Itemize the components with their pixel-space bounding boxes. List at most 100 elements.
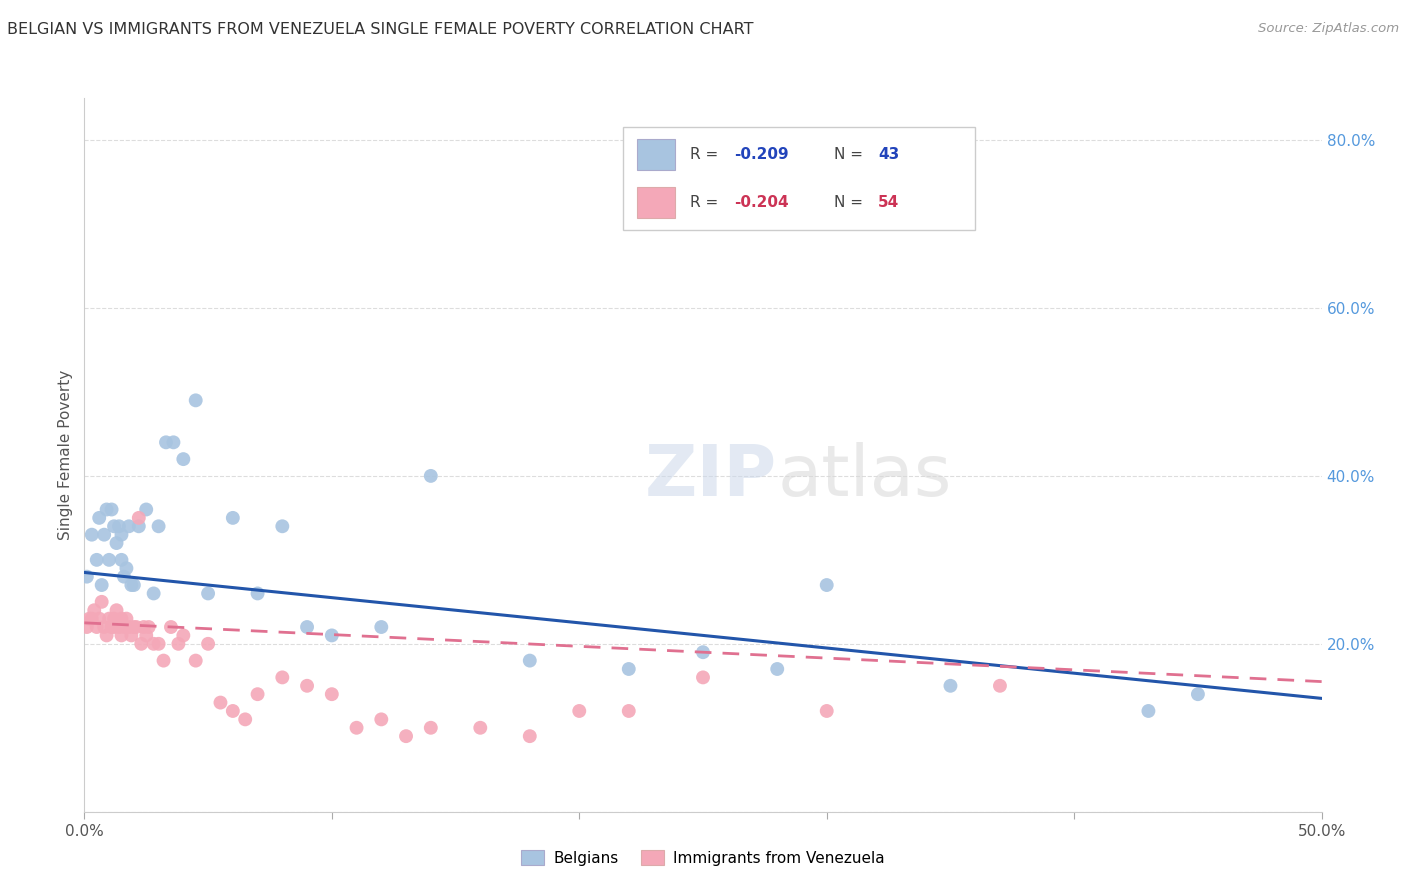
Point [395,729,418,743]
Point [110,612,132,626]
Point [1187,687,1209,701]
Text: BELGIAN VS IMMIGRANTS FROM VENEZUELA SINGLE FEMALE POVERTY CORRELATION CHART: BELGIAN VS IMMIGRANTS FROM VENEZUELA SIN… [7,22,754,37]
Point [103,612,125,626]
Point [692,670,714,684]
Point [148,637,170,651]
Point [370,712,392,726]
Point [142,586,165,600]
Point [152,654,174,668]
Point [108,519,131,533]
Point [766,662,789,676]
Point [148,519,170,533]
Point [815,704,838,718]
Text: Source: ZipAtlas.com: Source: ZipAtlas.com [1258,22,1399,36]
Point [80,527,103,541]
Legend: Belgians, Immigrants from Venezuela: Belgians, Immigrants from Venezuela [515,844,891,871]
Point [155,435,177,450]
Point [132,620,155,634]
Point [197,586,219,600]
Point [96,502,118,516]
Point [197,637,219,651]
Point [89,612,111,626]
Point [222,704,245,718]
Point [98,612,121,626]
Point [295,620,318,634]
Point [110,527,132,541]
Point [939,679,962,693]
Point [519,729,541,743]
Point [184,393,207,408]
Point [271,670,294,684]
Point [222,511,245,525]
Y-axis label: Single Female Poverty: Single Female Poverty [58,370,73,540]
Point [105,536,128,550]
Point [118,519,141,533]
Point [184,654,207,668]
Point [108,620,131,634]
Point [122,620,145,634]
Point [86,553,108,567]
Point [83,603,105,617]
Point [419,721,441,735]
Point [233,712,256,726]
Point [142,637,165,651]
Point [346,721,368,735]
Point [115,612,138,626]
Point [568,704,591,718]
Point [80,612,103,626]
Point [246,586,269,600]
Point [321,628,343,642]
Point [112,620,135,634]
Point [125,620,148,634]
Point [76,569,98,583]
Point [120,628,142,642]
Point [86,620,108,634]
Point [89,511,111,525]
Point [100,620,122,634]
Point [519,654,541,668]
Point [79,612,101,626]
Point [692,645,714,659]
Point [103,620,125,634]
Point [135,628,157,642]
Point [90,595,112,609]
Point [988,679,1011,693]
Point [370,620,392,634]
Point [100,502,122,516]
Text: ZIP: ZIP [645,442,778,511]
Point [76,620,98,634]
Point [1137,704,1160,718]
Point [103,519,125,533]
Point [271,519,294,533]
Point [118,620,141,634]
Point [112,569,135,583]
Point [110,553,132,567]
Point [295,679,318,693]
Point [617,704,640,718]
Point [128,511,150,525]
Point [209,696,232,710]
Point [105,603,128,617]
Point [90,578,112,592]
Point [93,527,115,541]
Point [172,628,194,642]
Point [160,620,183,634]
Point [120,578,142,592]
Point [96,628,118,642]
Point [617,662,640,676]
Point [167,637,190,651]
Point [135,502,157,516]
Point [815,578,838,592]
Point [470,721,492,735]
Point [321,687,343,701]
Point [122,578,145,592]
Point [419,469,441,483]
Point [138,620,160,634]
Point [162,435,184,450]
Point [110,628,132,642]
Point [93,620,115,634]
Point [246,687,269,701]
Point [172,452,194,467]
Point [128,519,150,533]
Point [129,637,152,651]
